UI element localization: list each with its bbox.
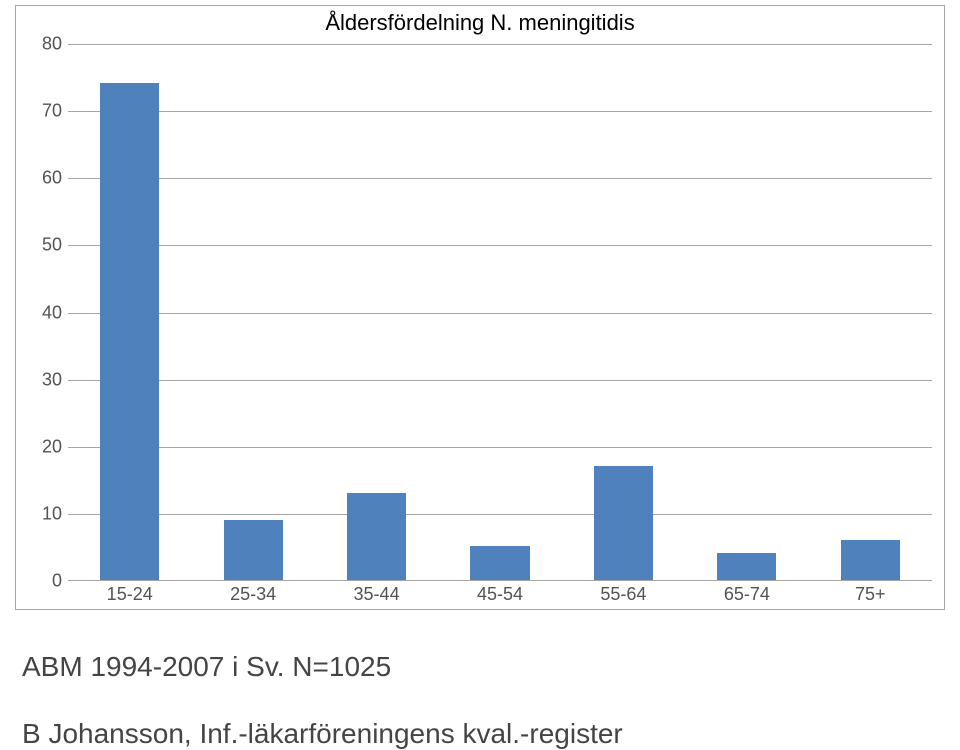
- ytick-label: 0: [24, 571, 62, 592]
- plot-area: [68, 44, 932, 581]
- ytick-label: 80: [24, 34, 62, 55]
- gridline: [68, 178, 932, 179]
- gridline: [68, 44, 932, 45]
- caption-line2: B Johansson, Inf.-läkarföreningens kval.…: [22, 718, 623, 749]
- ytick-label: 40: [24, 302, 62, 323]
- bar: [224, 520, 283, 580]
- xtick-label: 65-74: [724, 584, 770, 605]
- gridline: [68, 380, 932, 381]
- xtick-label: 35-44: [354, 584, 400, 605]
- bar: [100, 83, 159, 580]
- bar: [717, 553, 776, 580]
- ytick-label: 30: [24, 369, 62, 390]
- caption-line1: ABM 1994-2007 i Sv. N=1025: [22, 651, 391, 682]
- ytick-label: 60: [24, 168, 62, 189]
- gridline: [68, 111, 932, 112]
- bar: [347, 493, 406, 580]
- gridline: [68, 447, 932, 448]
- xtick-label: 55-64: [600, 584, 646, 605]
- chart-title: Åldersfördelning N. meningitidis: [16, 10, 944, 36]
- gridline: [68, 514, 932, 515]
- bar: [841, 540, 900, 580]
- gridline: [68, 313, 932, 314]
- xtick-label: 45-54: [477, 584, 523, 605]
- xtick-label: 15-24: [107, 584, 153, 605]
- caption: ABM 1994-2007 i Sv. N=1025 B Johansson, …: [22, 616, 623, 750]
- xtick-label: 25-34: [230, 584, 276, 605]
- ytick-label: 10: [24, 503, 62, 524]
- gridline: [68, 245, 932, 246]
- chart-container: Åldersfördelning N. meningitidis 0 10 20 30…: [15, 5, 945, 610]
- bar: [594, 466, 653, 580]
- xtick-label: 75+: [855, 584, 886, 605]
- ytick-label: 70: [24, 101, 62, 122]
- ytick-label: 20: [24, 436, 62, 457]
- ytick-label: 50: [24, 235, 62, 256]
- bar: [470, 546, 529, 580]
